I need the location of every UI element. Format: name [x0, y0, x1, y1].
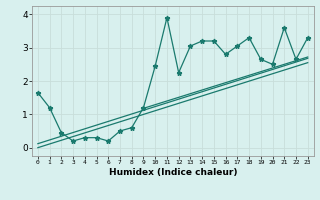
X-axis label: Humidex (Indice chaleur): Humidex (Indice chaleur)	[108, 168, 237, 177]
